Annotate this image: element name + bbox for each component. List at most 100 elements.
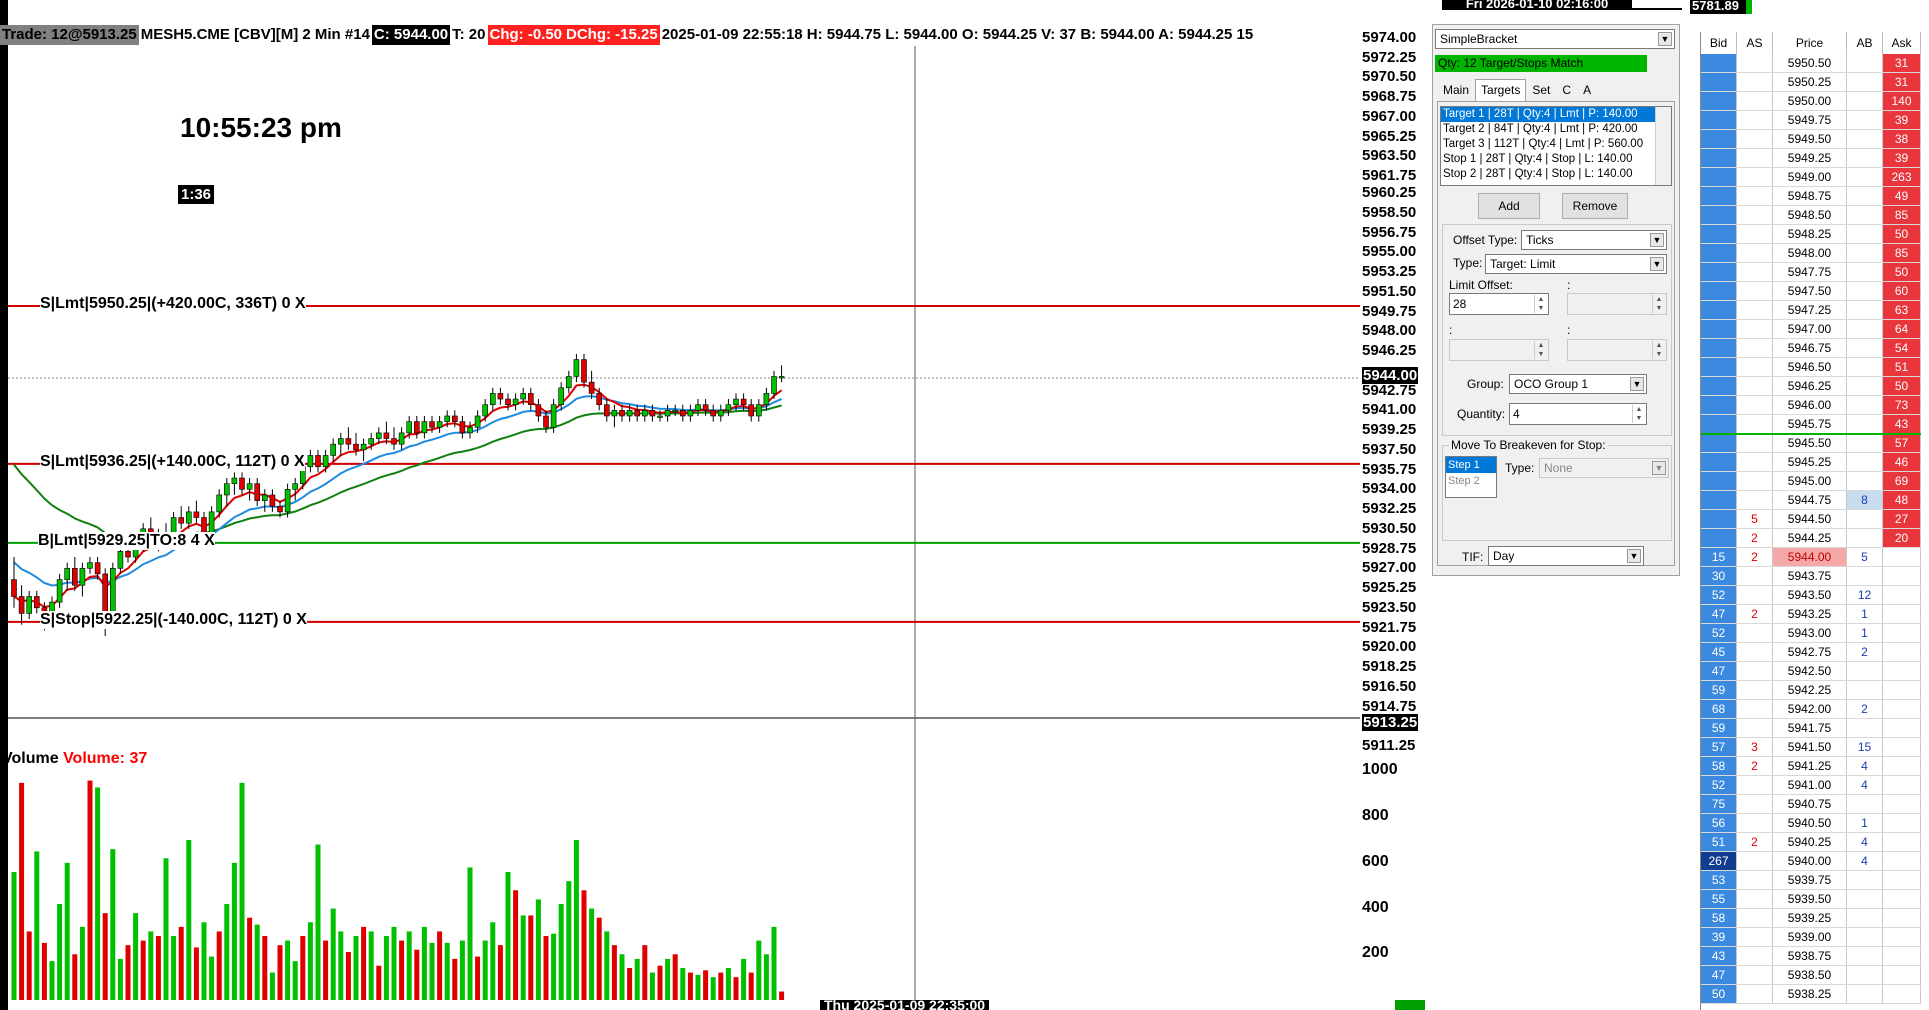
dom-cell-ask[interactable] — [1883, 662, 1921, 680]
dom-cell-bid[interactable] — [1701, 92, 1737, 110]
dom-cell-ab[interactable] — [1847, 947, 1883, 965]
dom-cell-ask[interactable]: 27 — [1883, 510, 1921, 528]
dom-cell-ab[interactable]: 1 — [1847, 605, 1883, 623]
dom-cell-price[interactable]: 5950.25 — [1773, 73, 1847, 91]
dom-cell-price[interactable]: 5940.25 — [1773, 833, 1847, 851]
dom-cell-as[interactable] — [1737, 624, 1773, 642]
dom-cell-price[interactable]: 5939.00 — [1773, 928, 1847, 946]
tif-select[interactable]: Day ▼ — [1488, 546, 1644, 566]
dom-cell-as[interactable] — [1737, 567, 1773, 585]
dom-cell-ask[interactable] — [1883, 624, 1921, 642]
dom-row[interactable]: 58 2 5941.25 4 — [1701, 757, 1921, 776]
dom-cell-ab[interactable] — [1847, 244, 1883, 262]
dom-cell-bid[interactable]: 53 — [1701, 871, 1737, 889]
dom-cell-ab[interactable] — [1847, 73, 1883, 91]
dom-cell-ab[interactable] — [1847, 890, 1883, 908]
dom-cell-ask[interactable]: 31 — [1883, 54, 1921, 72]
tab-c[interactable]: C — [1562, 83, 1572, 97]
dom-cell-bid[interactable]: 52 — [1701, 586, 1737, 604]
dom-cell-ab[interactable] — [1847, 149, 1883, 167]
dom-cell-ask[interactable]: 64 — [1883, 320, 1921, 338]
dom-cell-ask[interactable] — [1883, 947, 1921, 965]
dom-cell-price[interactable]: 5945.00 — [1773, 472, 1847, 490]
dom-row[interactable]: 47 5942.50 — [1701, 662, 1921, 681]
spinner-arrows-icon[interactable]: ▲ ▼ — [1534, 341, 1547, 359]
type-select[interactable]: Target: Limit ▼ — [1485, 254, 1667, 274]
dom-row[interactable]: 15 2 5944.00 5 — [1701, 548, 1921, 567]
dom-cell-price[interactable]: 5939.25 — [1773, 909, 1847, 927]
dom-row[interactable]: 5950.50 31 — [1701, 54, 1921, 73]
dom-cell-bid[interactable] — [1701, 320, 1737, 338]
dom-cell-price[interactable]: 5938.50 — [1773, 966, 1847, 984]
dom-cell-bid[interactable]: 58 — [1701, 757, 1737, 775]
target-list-item[interactable]: Target 3 | 112T | Qty:4 | Lmt | P: 560.0… — [1443, 138, 1644, 150]
dom-cell-ask[interactable] — [1883, 928, 1921, 946]
dom-cell-price[interactable]: 5939.50 — [1773, 890, 1847, 908]
dom-cell-ab[interactable] — [1847, 187, 1883, 205]
dom-cell-as[interactable] — [1737, 491, 1773, 509]
dom-cell-ask[interactable] — [1883, 871, 1921, 889]
dom-cell-bid[interactable]: 267 — [1701, 852, 1737, 870]
dom-cell-price[interactable]: 5947.00 — [1773, 320, 1847, 338]
dom-cell-as[interactable] — [1737, 206, 1773, 224]
dom-cell-as[interactable] — [1737, 700, 1773, 718]
dom-cell-as[interactable] — [1737, 168, 1773, 186]
dom-row[interactable]: 5947.75 50 — [1701, 263, 1921, 282]
dom-cell-ab[interactable] — [1847, 282, 1883, 300]
dom-cell-price[interactable]: 5944.00 — [1773, 548, 1847, 566]
dom-cell-as[interactable] — [1737, 434, 1773, 452]
dom-cell-as[interactable]: 2 — [1737, 605, 1773, 623]
dom-cell-as[interactable] — [1737, 871, 1773, 889]
dom-cell-as[interactable] — [1737, 320, 1773, 338]
dom-cell-as[interactable] — [1737, 54, 1773, 72]
dom-cell-ab[interactable] — [1847, 529, 1883, 547]
dom-row[interactable]: 5948.25 50 — [1701, 225, 1921, 244]
dom-cell-ask[interactable] — [1883, 890, 1921, 908]
dom-cell-bid[interactable]: 52 — [1701, 776, 1737, 794]
dom-cell-price[interactable]: 5948.00 — [1773, 244, 1847, 262]
dom-cell-bid[interactable] — [1701, 168, 1737, 186]
dom-row[interactable]: 56 5940.50 1 — [1701, 814, 1921, 833]
dom-cell-ab[interactable] — [1847, 472, 1883, 490]
dom-cell-ab[interactable] — [1847, 377, 1883, 395]
dom-cell-price[interactable]: 5944.50 — [1773, 510, 1847, 528]
dom-cell-ask[interactable] — [1883, 985, 1921, 1003]
dom-cell-as[interactable]: 2 — [1737, 757, 1773, 775]
dom-cell-ask[interactable] — [1883, 548, 1921, 566]
dom-cell-as[interactable] — [1737, 909, 1773, 927]
price-axis[interactable]: 5974.00 5972.25 5970.50 5968.75 5967.00 5965.… — [1360, 29, 1430, 754]
secondary-offset-input[interactable]: ▲ ▼ — [1567, 293, 1667, 315]
dom-row[interactable]: 5950.25 31 — [1701, 73, 1921, 92]
dom-cell-as[interactable] — [1737, 662, 1773, 680]
dom-cell-ab[interactable]: 15 — [1847, 738, 1883, 756]
dom-cell-ab[interactable]: 2 — [1847, 643, 1883, 661]
dom-cell-ab[interactable] — [1847, 681, 1883, 699]
dom-cell-bid[interactable]: 15 — [1701, 548, 1737, 566]
dom-cell-ask[interactable] — [1883, 814, 1921, 832]
dom-row[interactable]: 45 5942.75 2 — [1701, 643, 1921, 662]
tab-set[interactable]: Set — [1532, 83, 1551, 97]
dom-cell-price[interactable]: 5947.25 — [1773, 301, 1847, 319]
dom-cell-as[interactable] — [1737, 719, 1773, 737]
dom-cell-ab[interactable] — [1847, 206, 1883, 224]
dom-cell-price[interactable]: 5946.75 — [1773, 339, 1847, 357]
order-label[interactable]: S|Lmt|5950.25|(+420.00C, 336T) 0 X — [40, 294, 306, 313]
dom-grid[interactable]: Bid AS Price AB Ask 5950.50 31 5950.25 31 59… — [1700, 32, 1921, 1010]
order-label[interactable]: B|Lmt|5929.25|TO:8 4 X — [38, 531, 215, 550]
dom-row[interactable]: 267 5940.00 4 — [1701, 852, 1921, 871]
dom-cell-price[interactable]: 5941.00 — [1773, 776, 1847, 794]
target-list-item[interactable]: Target 1 | 28T | Qty:4 | Lmt | P: 140.00 — [1441, 107, 1671, 122]
dom-cell-bid[interactable]: 47 — [1701, 662, 1737, 680]
target-list-item[interactable]: Target 2 | 84T | Qty:4 | Lmt | P: 420.00 — [1443, 123, 1638, 135]
dom-cell-bid[interactable] — [1701, 377, 1737, 395]
dom-cell-price[interactable]: 5942.75 — [1773, 643, 1847, 661]
dom-row[interactable]: 5949.00 263 — [1701, 168, 1921, 187]
dom-row[interactable]: 5 5944.50 27 — [1701, 510, 1921, 529]
dom-cell-ask[interactable]: 63 — [1883, 301, 1921, 319]
dom-cell-ask[interactable] — [1883, 757, 1921, 775]
dom-cell-ask[interactable] — [1883, 719, 1921, 737]
dom-cell-as[interactable] — [1737, 396, 1773, 414]
dom-row[interactable]: 5946.50 51 — [1701, 358, 1921, 377]
dom-row[interactable]: 5949.50 38 — [1701, 130, 1921, 149]
dom-cell-ab[interactable] — [1847, 795, 1883, 813]
